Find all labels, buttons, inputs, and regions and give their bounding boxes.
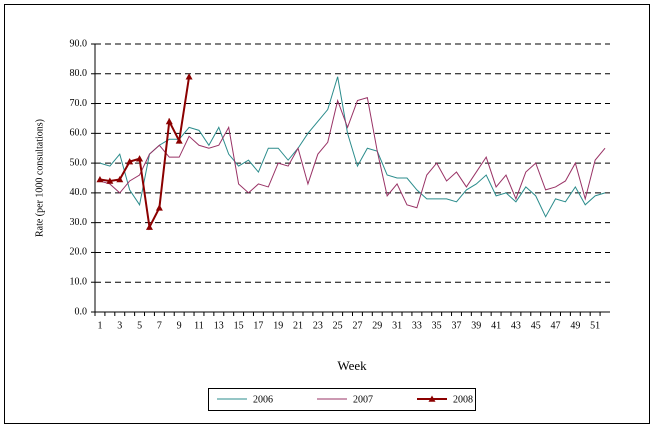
chart-border [4, 4, 650, 424]
x-tick-label: 27 [352, 320, 362, 331]
x-tick-label: 3 [117, 320, 122, 331]
y-axis-label: Rate (per 1000 consultations) [34, 119, 45, 237]
x-tick-label: 47 [551, 320, 561, 331]
point-marker [155, 204, 163, 211]
x-tick-label: 9 [177, 320, 182, 331]
point-marker [116, 175, 124, 183]
series-line [99, 96, 606, 209]
x-tick-label: 13 [214, 320, 224, 331]
point-marker [165, 117, 173, 125]
x-tick-label: 19 [273, 320, 283, 331]
x-tick-label: 31 [392, 320, 402, 331]
x-tick-label: 25 [333, 320, 343, 331]
point-marker [145, 223, 153, 230]
y-tick-label: 90.0 [70, 38, 88, 49]
x-tick-label: 17 [253, 320, 263, 331]
x-tick-label: 49 [570, 320, 580, 331]
point-marker [185, 73, 193, 80]
x-tick-label: 33 [412, 320, 422, 331]
x-tick-label: 21 [293, 320, 303, 331]
x-tick-label: 43 [511, 320, 521, 331]
x-tick-label: 1 [97, 320, 102, 331]
x-tick-label: 15 [234, 320, 244, 331]
x-tick-label: 51 [590, 320, 600, 331]
legend-label: 2007 [353, 394, 373, 405]
y-tick-label: 80.0 [70, 68, 88, 79]
y-tick-label: 40.0 [70, 187, 88, 198]
legend-marker [428, 395, 436, 402]
y-tick-label: 50.0 [70, 157, 88, 168]
x-tick-label: 29 [372, 320, 382, 331]
y-tick-label: 60.0 [70, 128, 88, 139]
point-marker [96, 175, 104, 183]
point-marker [106, 177, 114, 184]
x-tick-label: 37 [451, 320, 461, 331]
point-marker [175, 137, 183, 144]
x-axis-label: Week [337, 358, 367, 373]
x-tick-label: 11 [194, 320, 204, 331]
x-tick-label: 39 [471, 320, 481, 331]
y-tick-label: 70.0 [70, 98, 88, 109]
legend-label: 2006 [253, 394, 273, 405]
series-line [99, 76, 606, 218]
x-tick-label: 5 [137, 320, 142, 331]
y-tick-label: 20.0 [70, 247, 88, 258]
x-tick-label: 7 [157, 320, 162, 331]
x-tick-label: 35 [432, 320, 442, 331]
series-line [99, 76, 191, 231]
x-tick-label: 23 [313, 320, 323, 331]
y-tick-label: 0.0 [75, 306, 88, 317]
legend-label: 2008 [453, 394, 473, 405]
x-tick-label: 41 [491, 320, 501, 331]
point-marker [136, 155, 144, 162]
x-tick-label: 45 [531, 320, 541, 331]
y-tick-label: 10.0 [70, 277, 88, 288]
point-marker [126, 158, 134, 165]
y-tick-label: 30.0 [70, 217, 88, 228]
